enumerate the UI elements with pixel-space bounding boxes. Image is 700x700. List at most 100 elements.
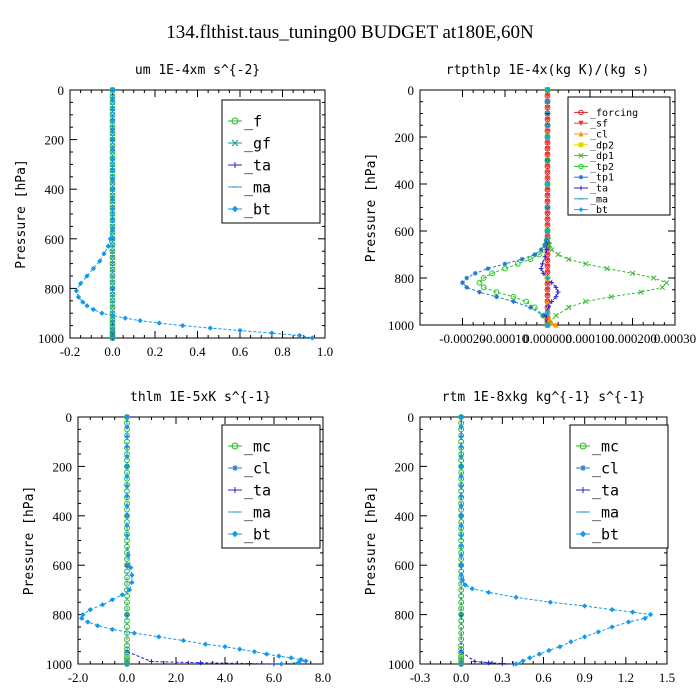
data-point <box>125 552 131 559</box>
data-point <box>126 587 133 593</box>
data-point <box>459 577 466 583</box>
legend-label: _ma <box>244 178 271 196</box>
data-point <box>124 453 130 460</box>
data-point <box>608 294 615 300</box>
data-point <box>540 270 546 276</box>
data-point <box>109 248 116 255</box>
data-point <box>124 483 130 489</box>
y-tick-label: 400 <box>395 177 415 192</box>
data-point <box>298 656 304 663</box>
data-point <box>458 630 465 637</box>
data-point <box>464 285 470 290</box>
data-point <box>565 304 572 311</box>
legend-entry: _ma <box>228 178 271 196</box>
x-tick-label: 0.0 <box>104 344 120 359</box>
data-point <box>544 310 551 317</box>
data-point <box>609 624 615 630</box>
legend-label: _ma <box>592 503 619 521</box>
data-point <box>109 211 116 217</box>
data-point <box>485 589 492 596</box>
chart-panel-3: thlm 1E-5xK s^{-1} Pressure [hPa] 0 200 400 6… <box>22 390 331 685</box>
legend-entry: _bt <box>574 205 608 216</box>
legend-label: _cl <box>592 459 619 477</box>
data-point <box>99 310 105 316</box>
y-tick-label: 200 <box>45 133 65 148</box>
data-point <box>296 332 303 339</box>
data-point <box>109 330 116 336</box>
x-tick-label: 0.3 <box>494 670 510 685</box>
legend-label: _ta <box>244 481 271 499</box>
x-tick-label: 0.0 <box>453 670 469 685</box>
chart-panel-2: rtpthlp 1E-4x(kg K)/(kg s) Pressure [hPa]… <box>364 63 696 346</box>
data-point <box>109 146 116 153</box>
legend-swatch-marker <box>232 465 238 471</box>
x-tick-label: 0.00030 <box>654 331 696 346</box>
y-tick-label: 800 <box>395 608 415 623</box>
y-tick-label: 0 <box>66 410 73 425</box>
data-point <box>642 615 648 622</box>
data-point <box>109 126 116 133</box>
legend-label: _cl <box>244 459 271 477</box>
y-axis-label: Pressure [hPa] <box>364 486 379 596</box>
data-point <box>303 658 309 664</box>
y-tick-label: 0 <box>408 83 415 98</box>
legend-entry: _f <box>228 112 262 130</box>
y-tick-label: 600 <box>395 224 415 239</box>
data-point <box>582 261 589 267</box>
y-tick-label: 600 <box>45 232 65 247</box>
data-point <box>546 242 553 248</box>
data-point <box>236 646 243 652</box>
legend-label: _ma <box>244 503 271 521</box>
data-point <box>77 280 84 287</box>
legend-entry: _cl <box>574 130 608 141</box>
data-point <box>557 643 563 650</box>
legend-label: _sf <box>590 119 608 130</box>
data-point <box>109 186 116 192</box>
data-point <box>124 636 130 643</box>
data-point <box>458 483 464 489</box>
data-point <box>494 294 499 300</box>
y-tick-label: 800 <box>53 608 73 623</box>
data-point <box>109 161 116 168</box>
data-point <box>124 493 130 499</box>
data-point <box>553 294 559 300</box>
legend-entry: _tp2 <box>574 162 614 173</box>
data-point <box>544 322 551 328</box>
data-point <box>527 655 533 661</box>
data-point <box>87 606 94 613</box>
legend-label: _dp1 <box>590 151 614 162</box>
data-point <box>295 659 302 666</box>
legend-swatch-marker <box>578 175 584 180</box>
legend: _forcing_sf_cl_dp2_dp1_tp2_tp1_ta_ma_bt <box>567 96 671 216</box>
data-point <box>109 196 116 202</box>
data-point <box>119 592 125 598</box>
x-tick-label: 0.000100 <box>566 331 615 346</box>
data-point <box>650 275 657 281</box>
data-point <box>149 659 154 664</box>
data-point <box>124 532 130 539</box>
legend-label: _cl <box>590 130 608 141</box>
data-point <box>90 306 97 313</box>
y-tick-label: 600 <box>395 558 415 573</box>
panel-title: rtm 1E-8xkg kg^{-1} s^{-1} <box>442 390 646 405</box>
data-point <box>458 522 464 529</box>
data-point <box>544 87 551 93</box>
chart-panel-1: um 1E-4xm s^{-2} Pressure [hPa] 0 200 400 600… <box>14 63 333 359</box>
data-point <box>84 303 90 309</box>
legend-entry: _ma <box>574 194 608 205</box>
data-point <box>493 289 500 296</box>
legend-label: _bt <box>244 200 271 218</box>
data-point <box>629 609 636 615</box>
panel-title: um 1E-4xm s^{-2} <box>135 63 260 78</box>
legend-label: _f <box>244 112 262 130</box>
series-tp1 <box>460 87 550 328</box>
data-point <box>544 134 551 140</box>
series-bt <box>458 414 654 667</box>
legend-swatch-marker <box>578 142 584 148</box>
data-point <box>84 273 90 279</box>
data-point <box>156 320 163 326</box>
y-tick-label: 1000 <box>38 331 64 346</box>
x-tick-label: 1.0 <box>317 344 333 359</box>
data-point <box>565 256 572 262</box>
data-point <box>109 297 116 304</box>
